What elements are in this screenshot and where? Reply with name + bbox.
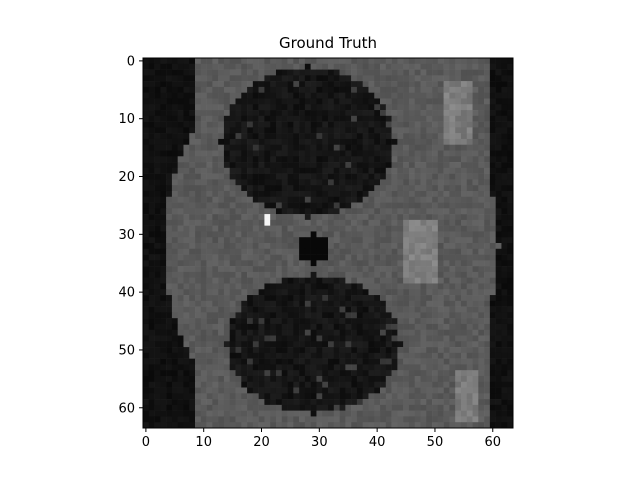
y-tick-label: 60 — [118, 401, 135, 416]
y-tick-label: 40 — [118, 286, 135, 301]
x-tick-label: 40 — [369, 435, 386, 450]
x-tick-label: 20 — [253, 435, 270, 450]
y-tick-label: 30 — [118, 228, 135, 243]
x-tick-label: 50 — [427, 435, 444, 450]
x-axis: 0 10 20 30 40 50 60 — [142, 428, 501, 450]
x-tick-label: 30 — [311, 435, 328, 450]
ct-slice-image — [143, 58, 514, 429]
y-axis: 0 10 20 30 40 50 60 — [118, 54, 143, 416]
y-tick-label: 0 — [127, 54, 135, 69]
x-tick-label: 60 — [484, 435, 501, 450]
y-tick-label: 50 — [118, 343, 135, 358]
x-tick-label: 0 — [142, 435, 150, 450]
x-tick-label: 10 — [195, 435, 212, 450]
y-tick-label: 20 — [118, 170, 135, 185]
y-tick-label: 10 — [118, 112, 135, 127]
axes-frame — [142, 57, 514, 429]
plot-title: Ground Truth — [279, 34, 377, 52]
